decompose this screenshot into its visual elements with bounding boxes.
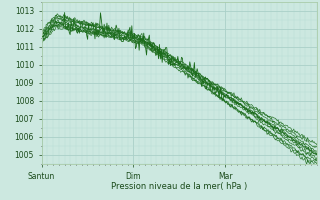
X-axis label: Pression niveau de la mer( hPa ): Pression niveau de la mer( hPa ) xyxy=(111,182,247,191)
